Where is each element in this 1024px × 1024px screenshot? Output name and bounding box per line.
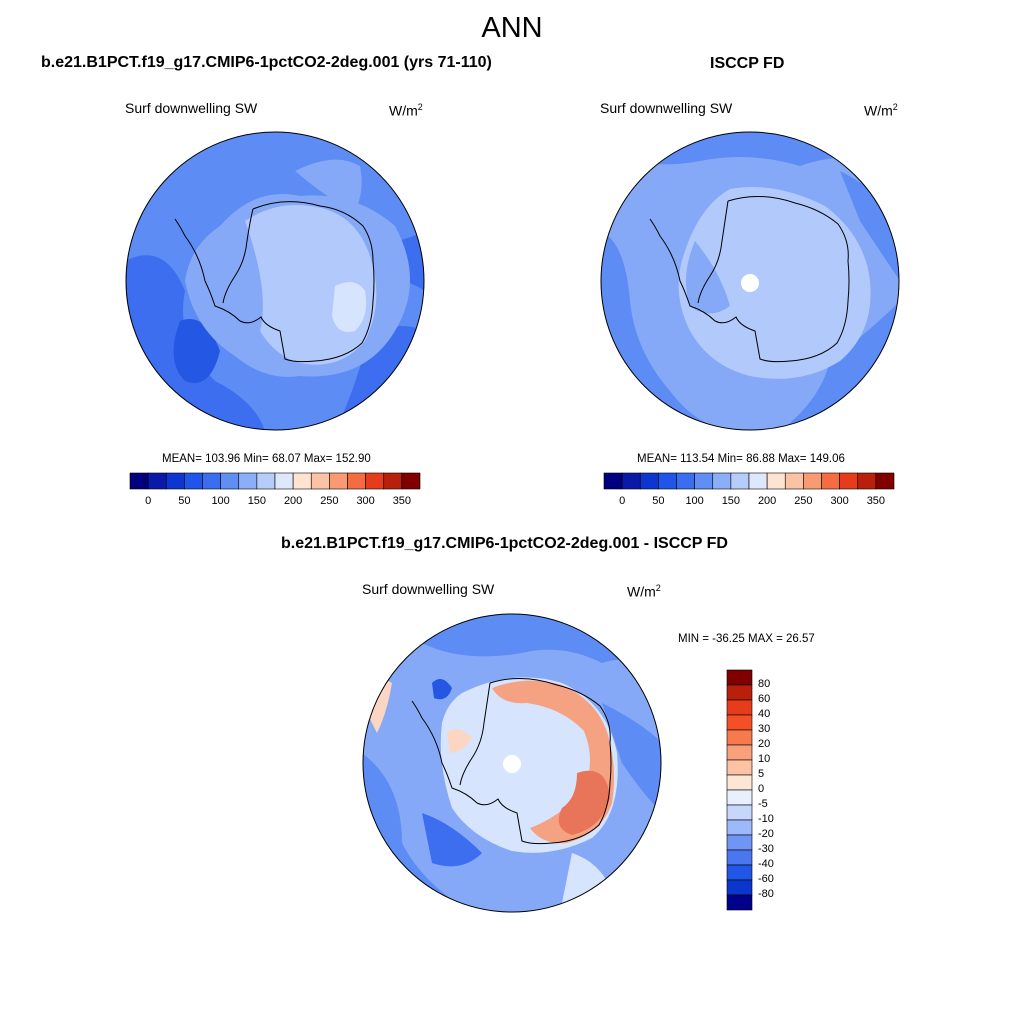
- model-colorbar-swatch: [401, 472, 421, 490]
- diff-colorbar-swatch: [726, 834, 753, 851]
- obs-colorbar-swatch: [676, 472, 695, 490]
- diff-colorbar-swatch: [726, 759, 753, 776]
- diff-colorbar-tick-label: 5: [758, 768, 765, 780]
- diff-colorbar-tick-label: 40: [758, 708, 771, 720]
- diff-colorbar-swatch: [726, 744, 753, 761]
- diff-colorbar-swatch: [726, 879, 753, 896]
- diff-colorbar-tick-label: 10: [758, 753, 771, 765]
- diff-colorbar-tick-label: -30: [758, 843, 774, 855]
- obs-colorbar-swatch: [766, 472, 786, 490]
- model-case-title: b.e21.B1PCT.f19_g17.CMIP6-1pctCO2-2deg.0…: [41, 54, 492, 71]
- model-colorbar: [129, 472, 421, 490]
- model-units: W/m2: [389, 102, 423, 119]
- obs-colorbar-swatch: [803, 472, 822, 490]
- diff-colorbar-tick-label: -60: [758, 873, 774, 885]
- diff-colorbar-swatch: [726, 714, 753, 731]
- model-stats: MEAN= 103.96 Min= 68.07 Max= 152.90: [162, 453, 371, 465]
- diff-colorbar-tick-label: -10: [758, 813, 774, 825]
- main-title: ANN: [481, 12, 543, 44]
- model-colorbar-swatch: [329, 472, 348, 490]
- diff-colorbar-swatch: [726, 819, 753, 836]
- model-colorbar-swatch: [165, 472, 185, 490]
- obs-colorbar-swatch: [694, 472, 714, 490]
- model-colorbar-swatch: [383, 472, 403, 490]
- diff-colorbar-tick-label: 60: [758, 693, 771, 705]
- obs-colorbar-swatch: [658, 472, 677, 490]
- obs-colorbar-swatch: [784, 472, 804, 490]
- diff-polar-map: [362, 613, 662, 913]
- model-colorbar-swatch: [365, 472, 385, 490]
- diff-colorbar-swatch: [726, 729, 753, 746]
- obs-colorbar: [603, 472, 895, 490]
- obs-units: W/m2: [864, 102, 898, 119]
- model-colorbar-swatch: [238, 472, 258, 490]
- diff-colorbar-swatch: [726, 774, 753, 791]
- obs-colorbar-tick-label: 350: [866, 495, 886, 507]
- obs-colorbar-tick-label: 250: [794, 495, 813, 507]
- obs-colorbar-swatch: [603, 472, 623, 490]
- obs-colorbar-tick-label: 150: [721, 495, 741, 507]
- obs-colorbar-swatch: [712, 472, 732, 490]
- model-variable-label: Surf downwelling SW: [125, 100, 258, 116]
- diff-colorbar-tick-label: 20: [758, 738, 771, 750]
- diff-colorbar-tick-label: 30: [758, 723, 771, 735]
- model-colorbar-tick-label: 0: [145, 495, 152, 507]
- obs-colorbar-swatch: [875, 472, 895, 490]
- diff-colorbar-swatch: [726, 684, 753, 701]
- model-colorbar-swatch: [310, 472, 330, 490]
- obs-case-title: ISCCP FD: [710, 55, 785, 72]
- diff-colorbar-swatch: [726, 849, 753, 866]
- obs-colorbar-tick-label: 300: [830, 495, 849, 507]
- diff-colorbar-tick-label: 0: [758, 783, 765, 795]
- model-colorbar-swatch: [129, 472, 149, 490]
- model-colorbar-swatch: [347, 472, 366, 490]
- obs-colorbar-swatch: [821, 472, 840, 490]
- model-polar-map: [125, 131, 425, 431]
- obs-colorbar-swatch: [621, 472, 641, 490]
- obs-colorbar-tick-label: 50: [652, 495, 665, 507]
- model-colorbar-tick-label: 50: [178, 495, 191, 507]
- diff-colorbar-tick-label: -5: [758, 798, 768, 810]
- diff-colorbar-swatch: [726, 804, 753, 821]
- model-colorbar-swatch: [220, 472, 240, 490]
- model-colorbar-swatch: [274, 472, 294, 490]
- model-colorbar-tick-label: 200: [283, 495, 303, 507]
- model-colorbar-swatch: [256, 472, 276, 490]
- obs-variable-label: Surf downwelling SW: [600, 100, 733, 116]
- diff-variable-label: Surf downwelling SW: [362, 581, 495, 597]
- obs-stats: MEAN= 113.54 Min= 86.88 Max= 149.06: [637, 453, 845, 465]
- diff-colorbar-swatch: [726, 669, 753, 686]
- diff-colorbar-tick-label: -40: [758, 858, 774, 870]
- model-colorbar-swatch: [202, 472, 221, 490]
- obs-polar-map: [600, 131, 900, 431]
- obs-colorbar-swatch: [857, 472, 877, 490]
- model-colorbar-tick-label: 100: [211, 495, 230, 507]
- obs-colorbar-swatch: [639, 472, 659, 490]
- diff-colorbar-tick-label: 80: [758, 678, 771, 690]
- diff-colorbar-swatch: [726, 894, 753, 911]
- model-colorbar-tick-label: 250: [320, 495, 339, 507]
- diff-colorbar-tick-label: -80: [758, 888, 774, 900]
- diff-colorbar: [726, 669, 753, 911]
- model-colorbar-swatch: [184, 472, 203, 490]
- diff-colorbar-swatch: [726, 789, 753, 806]
- obs-colorbar-tick-label: 200: [757, 495, 777, 507]
- diff-colorbar-swatch: [726, 699, 753, 716]
- obs-colorbar-swatch: [730, 472, 750, 490]
- model-colorbar-tick-label: 300: [356, 495, 375, 507]
- obs-colorbar-tick-label: 0: [619, 495, 626, 507]
- diff-case-title: b.e21.B1PCT.f19_g17.CMIP6-1pctCO2-2deg.0…: [281, 535, 728, 552]
- diff-colorbar-tick-label: -20: [758, 828, 774, 840]
- obs-colorbar-swatch: [839, 472, 859, 490]
- model-colorbar-swatch: [292, 472, 312, 490]
- obs-colorbar-swatch: [748, 472, 768, 490]
- model-colorbar-tick-label: 150: [247, 495, 267, 507]
- diff-stats: MIN = -36.25 MAX = 26.57: [678, 633, 815, 645]
- model-colorbar-tick-label: 350: [392, 495, 412, 507]
- obs-colorbar-tick-label: 100: [685, 495, 704, 507]
- diff-units: W/m2: [627, 583, 661, 600]
- model-colorbar-swatch: [147, 472, 167, 490]
- diff-colorbar-swatch: [726, 864, 753, 881]
